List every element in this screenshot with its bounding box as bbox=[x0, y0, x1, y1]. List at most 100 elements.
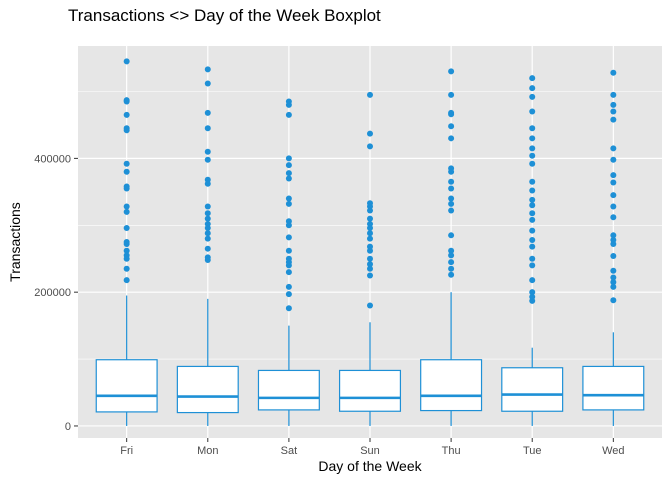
box-tue bbox=[501, 75, 564, 426]
outlier-point bbox=[610, 156, 617, 163]
outlier-point bbox=[448, 195, 455, 202]
outlier-point bbox=[529, 210, 536, 217]
outlier-point bbox=[204, 215, 211, 222]
outlier-point bbox=[285, 247, 292, 254]
outlier-point bbox=[285, 195, 292, 202]
outlier-point bbox=[367, 230, 373, 237]
box-series bbox=[95, 58, 645, 426]
y-tick-label: 200000 bbox=[34, 287, 71, 299]
outlier-point bbox=[367, 215, 373, 222]
outlier-point bbox=[610, 283, 617, 290]
box-body bbox=[257, 369, 320, 411]
box-wed bbox=[582, 69, 645, 426]
outlier-point bbox=[448, 178, 455, 185]
outlier-point bbox=[285, 170, 292, 177]
outlier-point bbox=[285, 101, 292, 108]
outlier-point bbox=[285, 111, 292, 118]
outlier-point bbox=[123, 168, 130, 175]
outlier-point bbox=[204, 156, 211, 163]
outlier-point bbox=[367, 224, 373, 231]
outlier-point bbox=[123, 247, 130, 254]
outlier-point bbox=[123, 111, 130, 118]
x-tick-label: Mon bbox=[197, 445, 218, 457]
outlier-point bbox=[610, 116, 617, 123]
outlier-point bbox=[610, 297, 617, 304]
outlier-point bbox=[204, 224, 211, 231]
outlier-point bbox=[610, 179, 617, 186]
outlier-point bbox=[123, 160, 130, 167]
outlier-point bbox=[123, 127, 130, 134]
outlier-point bbox=[204, 257, 211, 264]
outlier-point bbox=[529, 152, 536, 159]
outlier-point bbox=[123, 277, 130, 284]
outlier-point bbox=[123, 255, 130, 262]
outlier-point bbox=[367, 130, 373, 137]
outlier-point bbox=[529, 125, 536, 132]
outlier-point bbox=[529, 243, 536, 250]
x-tick-label: Sun bbox=[360, 445, 380, 457]
outlier-point bbox=[610, 241, 617, 248]
outlier-point bbox=[448, 265, 455, 272]
x-tick-label: Wed bbox=[602, 445, 624, 457]
outlier-point bbox=[610, 101, 617, 108]
outlier-point bbox=[448, 247, 455, 254]
outlier-point bbox=[529, 93, 536, 100]
outlier-point bbox=[448, 259, 455, 266]
outlier-point bbox=[610, 69, 617, 76]
box-body bbox=[95, 359, 158, 413]
outlier-point bbox=[610, 203, 617, 210]
outlier-point bbox=[448, 252, 455, 259]
outlier-point bbox=[123, 265, 130, 272]
outlier-point bbox=[529, 187, 536, 194]
box-body bbox=[501, 367, 564, 412]
box-body bbox=[176, 365, 239, 414]
outlier-point bbox=[448, 135, 455, 142]
outlier-point bbox=[204, 203, 211, 210]
outlier-point bbox=[610, 232, 617, 239]
outlier-point bbox=[448, 185, 455, 192]
outlier-point bbox=[529, 236, 536, 243]
outlier-point bbox=[285, 155, 292, 162]
box-body bbox=[420, 359, 483, 412]
outlier-point bbox=[448, 271, 455, 278]
outlier-point bbox=[204, 125, 211, 132]
outlier-point bbox=[610, 267, 617, 274]
chart-title: Transactions <> Day of the Week Boxplot bbox=[68, 6, 381, 25]
outlier-point bbox=[123, 203, 130, 210]
outlier-point bbox=[285, 283, 292, 290]
outlier-point bbox=[285, 200, 292, 207]
x-axis: Fri Mon Sat Sun Thu Tue Wed bbox=[120, 438, 625, 457]
outlier-point bbox=[204, 235, 211, 242]
outlier-point bbox=[529, 160, 536, 167]
x-axis-title: Day of the Week bbox=[318, 458, 422, 474]
x-tick-label: Tue bbox=[523, 445, 542, 457]
outlier-point bbox=[529, 289, 536, 296]
outlier-point bbox=[367, 207, 373, 214]
outlier-point bbox=[367, 235, 373, 242]
outlier-point bbox=[285, 305, 292, 312]
outlier-point bbox=[529, 145, 536, 152]
outlier-point bbox=[123, 185, 130, 192]
y-axis-title: Transactions bbox=[7, 202, 23, 282]
outlier-point bbox=[448, 168, 455, 175]
outlier-point bbox=[448, 232, 455, 239]
x-tick-label: Fri bbox=[120, 445, 133, 457]
box-thu bbox=[420, 68, 483, 426]
outlier-point bbox=[204, 66, 211, 73]
outlier-point bbox=[123, 208, 130, 215]
outlier-point bbox=[529, 135, 536, 142]
outlier-point bbox=[529, 255, 536, 262]
y-tick-label: 400000 bbox=[34, 153, 71, 165]
outlier-point bbox=[204, 148, 211, 155]
outlier-point bbox=[367, 272, 373, 279]
outlier-point bbox=[367, 247, 373, 254]
outlier-point bbox=[610, 274, 617, 281]
y-axis: 0 200000 400000 bbox=[34, 153, 78, 433]
outlier-point bbox=[448, 111, 455, 118]
outlier-point bbox=[285, 269, 292, 276]
outlier-point bbox=[367, 255, 373, 262]
outlier-point bbox=[610, 108, 617, 115]
outlier-point bbox=[610, 279, 617, 286]
outlier-point bbox=[529, 262, 536, 269]
